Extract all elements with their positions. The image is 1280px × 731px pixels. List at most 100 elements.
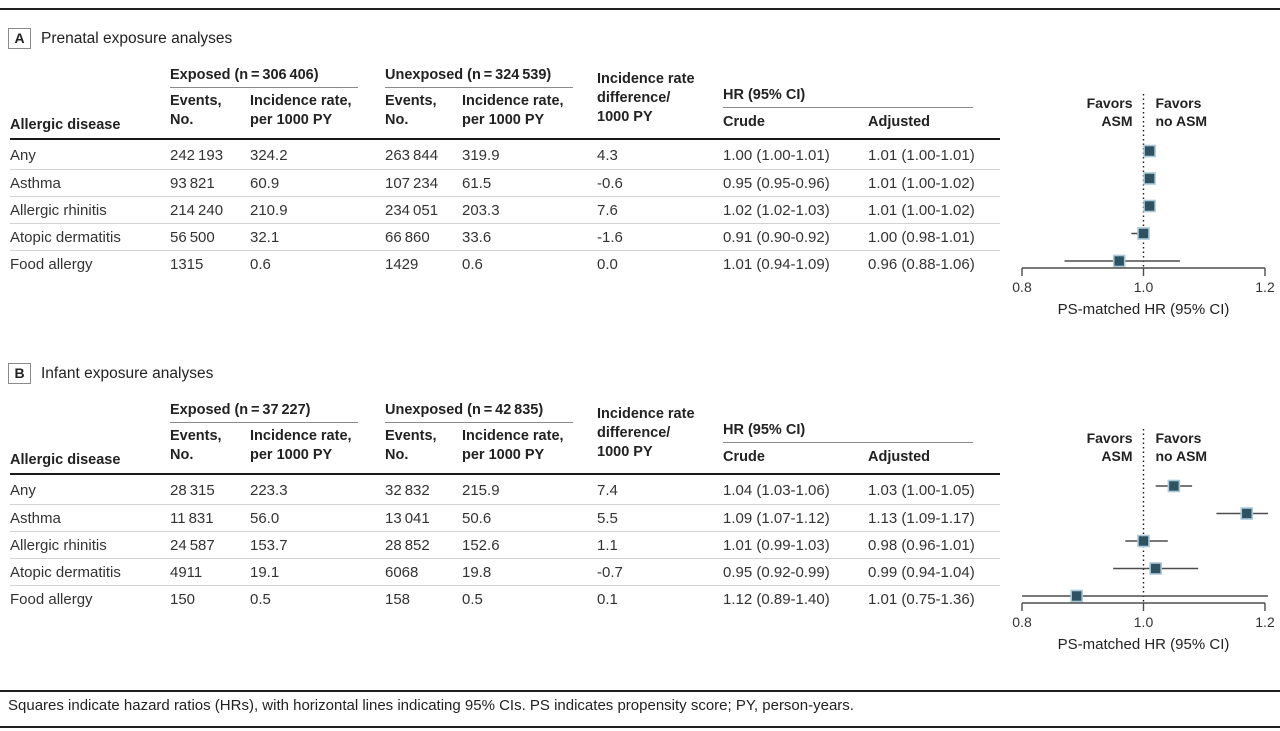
favors-asm-label: ASM bbox=[1101, 448, 1132, 464]
cell-hr-crude: 1.01 (0.99-1.03) bbox=[723, 536, 830, 554]
cell-unexposed-rate: 50.6 bbox=[462, 509, 492, 527]
cell-hr-crude: 1.00 (1.00-1.01) bbox=[723, 147, 830, 164]
cell-exposed-events: 1315 bbox=[170, 255, 204, 273]
cell-exposed-rate: 60.9 bbox=[250, 174, 280, 192]
column-header-incidence-rate: Incidence rate, per 1000 PY bbox=[462, 93, 564, 128]
cell-hr-adjusted: 0.99 (0.94-1.04) bbox=[868, 563, 975, 581]
table-row: Atopic dermatitis 56 500 32.1 66 860 33.6 -1.… bbox=[10, 223, 1000, 250]
forest-plot: Favors ASM Favors no ASM 0.8 1.0 1.2 PS-matched… bbox=[1012, 429, 1275, 653]
hr-marker bbox=[1143, 199, 1156, 213]
table-body: Any 28 315 223.3 32 832 215.9 7.4 1.04 (1.03-1… bbox=[10, 477, 1000, 612]
column-header-events: Events, No. bbox=[385, 428, 437, 463]
column-header-adjusted: Adjusted bbox=[868, 114, 931, 130]
cell-exposed-events: 242 193 bbox=[170, 147, 224, 164]
bottom-rule bbox=[0, 726, 1280, 728]
cell-unexposed-rate: 203.3 bbox=[462, 201, 500, 219]
cell-unexposed-rate: 0.5 bbox=[462, 590, 483, 608]
column-header-incidence-rate: Incidence rate, per 1000 PY bbox=[250, 93, 352, 128]
table-header: Allergic disease Exposed (n = 37 227) Ev… bbox=[10, 401, 1000, 475]
axis-tick-label: 1.2 bbox=[1255, 279, 1275, 295]
cell-exposed-rate: 0.6 bbox=[250, 255, 271, 273]
table-row: Food allergy 150 0.5 158 0.5 0.1 1.12 (0.89-1.… bbox=[10, 585, 1000, 612]
table-row: Allergic rhinitis 24 587 153.7 28 852 152.6 1… bbox=[10, 531, 1000, 558]
axis-tick-label: 1.0 bbox=[1134, 279, 1154, 295]
cell-disease: Food allergy bbox=[10, 590, 93, 608]
cell-disease: Food allergy bbox=[10, 255, 93, 273]
cell-exposed-events: 56 500 bbox=[170, 228, 215, 246]
hr-marker bbox=[1149, 562, 1162, 575]
table-row: Any 242 193 324.2 263 844 319.9 4.3 1.00 (1.00… bbox=[10, 142, 1000, 169]
cell-exposed-rate: 56.0 bbox=[250, 509, 280, 527]
column-header-events: Events, No. bbox=[170, 428, 222, 463]
column-group-hr: HR (95% CI) bbox=[723, 86, 973, 108]
cell-unexposed-events: 66 860 bbox=[385, 228, 430, 246]
caption-divider bbox=[0, 690, 1280, 692]
cell-exposed-rate: 324.2 bbox=[250, 147, 288, 164]
cell-unexposed-events: 263 844 bbox=[385, 147, 439, 164]
cell-rate-difference: 0.1 bbox=[597, 590, 618, 608]
axis-tick-label: 0.8 bbox=[1012, 279, 1032, 295]
axis-title: PS-matched HR (95% CI) bbox=[1058, 301, 1230, 318]
hr-marker bbox=[1240, 507, 1254, 520]
favors-no-asm-label: Favors bbox=[1156, 430, 1202, 446]
cell-unexposed-rate: 61.5 bbox=[462, 174, 492, 192]
cell-hr-adjusted: 1.01 (1.00-1.02) bbox=[868, 174, 975, 192]
column-group-exposed: Exposed (n = 37 227) bbox=[170, 401, 358, 423]
axis-title: PS-matched HR (95% CI) bbox=[1058, 636, 1230, 653]
column-header-incidence-rate: Incidence rate, per 1000 PY bbox=[250, 428, 352, 463]
cell-unexposed-rate: 0.6 bbox=[462, 255, 483, 273]
cell-exposed-events: 93 821 bbox=[170, 174, 215, 192]
column-header-crude: Crude bbox=[723, 449, 765, 465]
cell-exposed-rate: 0.5 bbox=[250, 590, 271, 608]
cell-disease: Asthma bbox=[10, 174, 61, 192]
cell-hr-crude: 0.91 (0.90-0.92) bbox=[723, 228, 830, 246]
cell-rate-difference: 5.5 bbox=[597, 509, 618, 527]
cell-exposed-events: 24 587 bbox=[170, 536, 215, 554]
table-body: Any 242 193 324.2 263 844 319.9 4.3 1.00 (1.00… bbox=[10, 142, 1000, 277]
panel-label-badge: B bbox=[8, 363, 31, 384]
favors-no-asm-label: no ASM bbox=[1156, 113, 1208, 129]
hr-marker bbox=[1143, 172, 1156, 185]
cell-unexposed-rate: 215.9 bbox=[462, 482, 500, 499]
panel-a: A Prenatal exposure analyses Allergic dis… bbox=[0, 22, 1280, 357]
cell-hr-crude: 1.02 (1.02-1.03) bbox=[723, 201, 830, 219]
column-header-crude: Crude bbox=[723, 114, 765, 130]
favors-asm-label: Favors bbox=[1087, 95, 1133, 111]
cell-rate-difference: 0.0 bbox=[597, 255, 618, 273]
cell-unexposed-events: 13 041 bbox=[385, 509, 430, 527]
cell-exposed-events: 150 bbox=[170, 590, 196, 608]
column-header-incidence-rate: Incidence rate, per 1000 PY bbox=[462, 428, 564, 463]
panel-header: B Infant exposure analyses bbox=[8, 363, 213, 384]
cell-rate-difference: 4.3 bbox=[597, 147, 618, 164]
axis-tick-label: 1.0 bbox=[1134, 614, 1154, 630]
favors-no-asm-label: Favors bbox=[1156, 95, 1202, 111]
hr-marker bbox=[1137, 534, 1150, 548]
cell-hr-crude: 1.04 (1.03-1.06) bbox=[723, 482, 830, 499]
column-header-adjusted: Adjusted bbox=[868, 449, 931, 465]
cell-hr-adjusted: 1.01 (0.75-1.36) bbox=[868, 590, 975, 608]
figure-caption: Squares indicate hazard ratios (HRs), wi… bbox=[8, 697, 854, 714]
table-row: Asthma 11 831 56.0 13 041 50.6 5.5 1.09 (1.07-… bbox=[10, 504, 1000, 531]
cell-exposed-events: 4911 bbox=[170, 563, 203, 581]
table-row: Any 28 315 223.3 32 832 215.9 7.4 1.04 (1.03-1… bbox=[10, 477, 1000, 504]
column-header-disease: Allergic disease bbox=[10, 452, 121, 468]
axis-tick-label: 1.2 bbox=[1255, 614, 1275, 630]
column-header-events: Events, No. bbox=[385, 93, 437, 128]
favors-asm-label: ASM bbox=[1101, 113, 1132, 129]
column-group-unexposed: Unexposed (n = 42 835) bbox=[385, 401, 573, 423]
cell-unexposed-rate: 33.6 bbox=[462, 228, 492, 246]
table-row: Food allergy 1315 0.6 1429 0.6 0.0 1.01 (0.94-… bbox=[10, 250, 1000, 277]
cell-unexposed-rate: 19.8 bbox=[462, 563, 492, 581]
cell-disease: Atopic dermatitis bbox=[10, 228, 121, 246]
axis-tick-label: 0.8 bbox=[1012, 614, 1032, 630]
table-row: Allergic rhinitis 214 240 210.9 234 051 203.… bbox=[10, 196, 1000, 223]
cell-exposed-rate: 223.3 bbox=[250, 482, 288, 499]
cell-rate-difference: 7.6 bbox=[597, 201, 618, 219]
panel-title: Prenatal exposure analyses bbox=[41, 29, 233, 47]
cell-rate-difference: -1.6 bbox=[597, 228, 623, 246]
cell-hr-adjusted: 0.96 (0.88-1.06) bbox=[868, 255, 975, 273]
table-row: Atopic dermatitis 4911 19.1 6068 19.8 -0.7 0.9… bbox=[10, 558, 1000, 585]
favors-asm-label: Favors bbox=[1087, 430, 1133, 446]
cell-hr-crude: 1.09 (1.07-1.12) bbox=[723, 509, 830, 527]
